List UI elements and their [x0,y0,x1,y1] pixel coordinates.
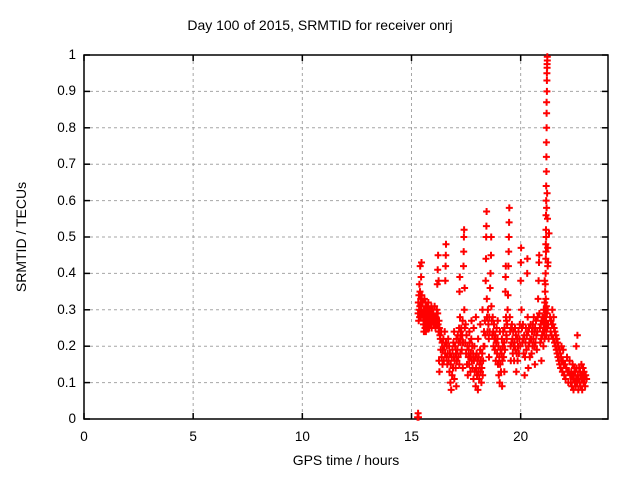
x-tick-label: 10 [294,429,310,444]
y-tick-label: 0.7 [57,156,76,172]
grid-lines [84,55,608,419]
y-tick-label: 0.3 [57,301,76,317]
plot-border [83,54,609,420]
x-tick-label: 5 [189,429,197,444]
y-tick-label: 0.2 [57,338,76,354]
x-axis-title: GPS time / hours [292,452,400,468]
y-tick-label: 0.6 [57,192,76,208]
scatter-points [414,53,591,421]
y-tick-label: 1 [68,47,76,62]
y-tick-label: 0.5 [57,229,76,244]
y-tick-label: 0.9 [57,83,76,99]
y-tick-label: 0.8 [57,119,76,135]
x-tick-label: 0 [80,429,88,444]
x-tick-label: 20 [513,429,529,444]
chart-title: Day 100 of 2015, SRMTID for receiver onr… [187,17,453,33]
y-tick-label: 0 [68,411,76,426]
y-tick-label: 0.4 [57,265,76,281]
y-tick-label: 0.1 [57,374,76,390]
x-tick-label: 15 [403,429,420,444]
